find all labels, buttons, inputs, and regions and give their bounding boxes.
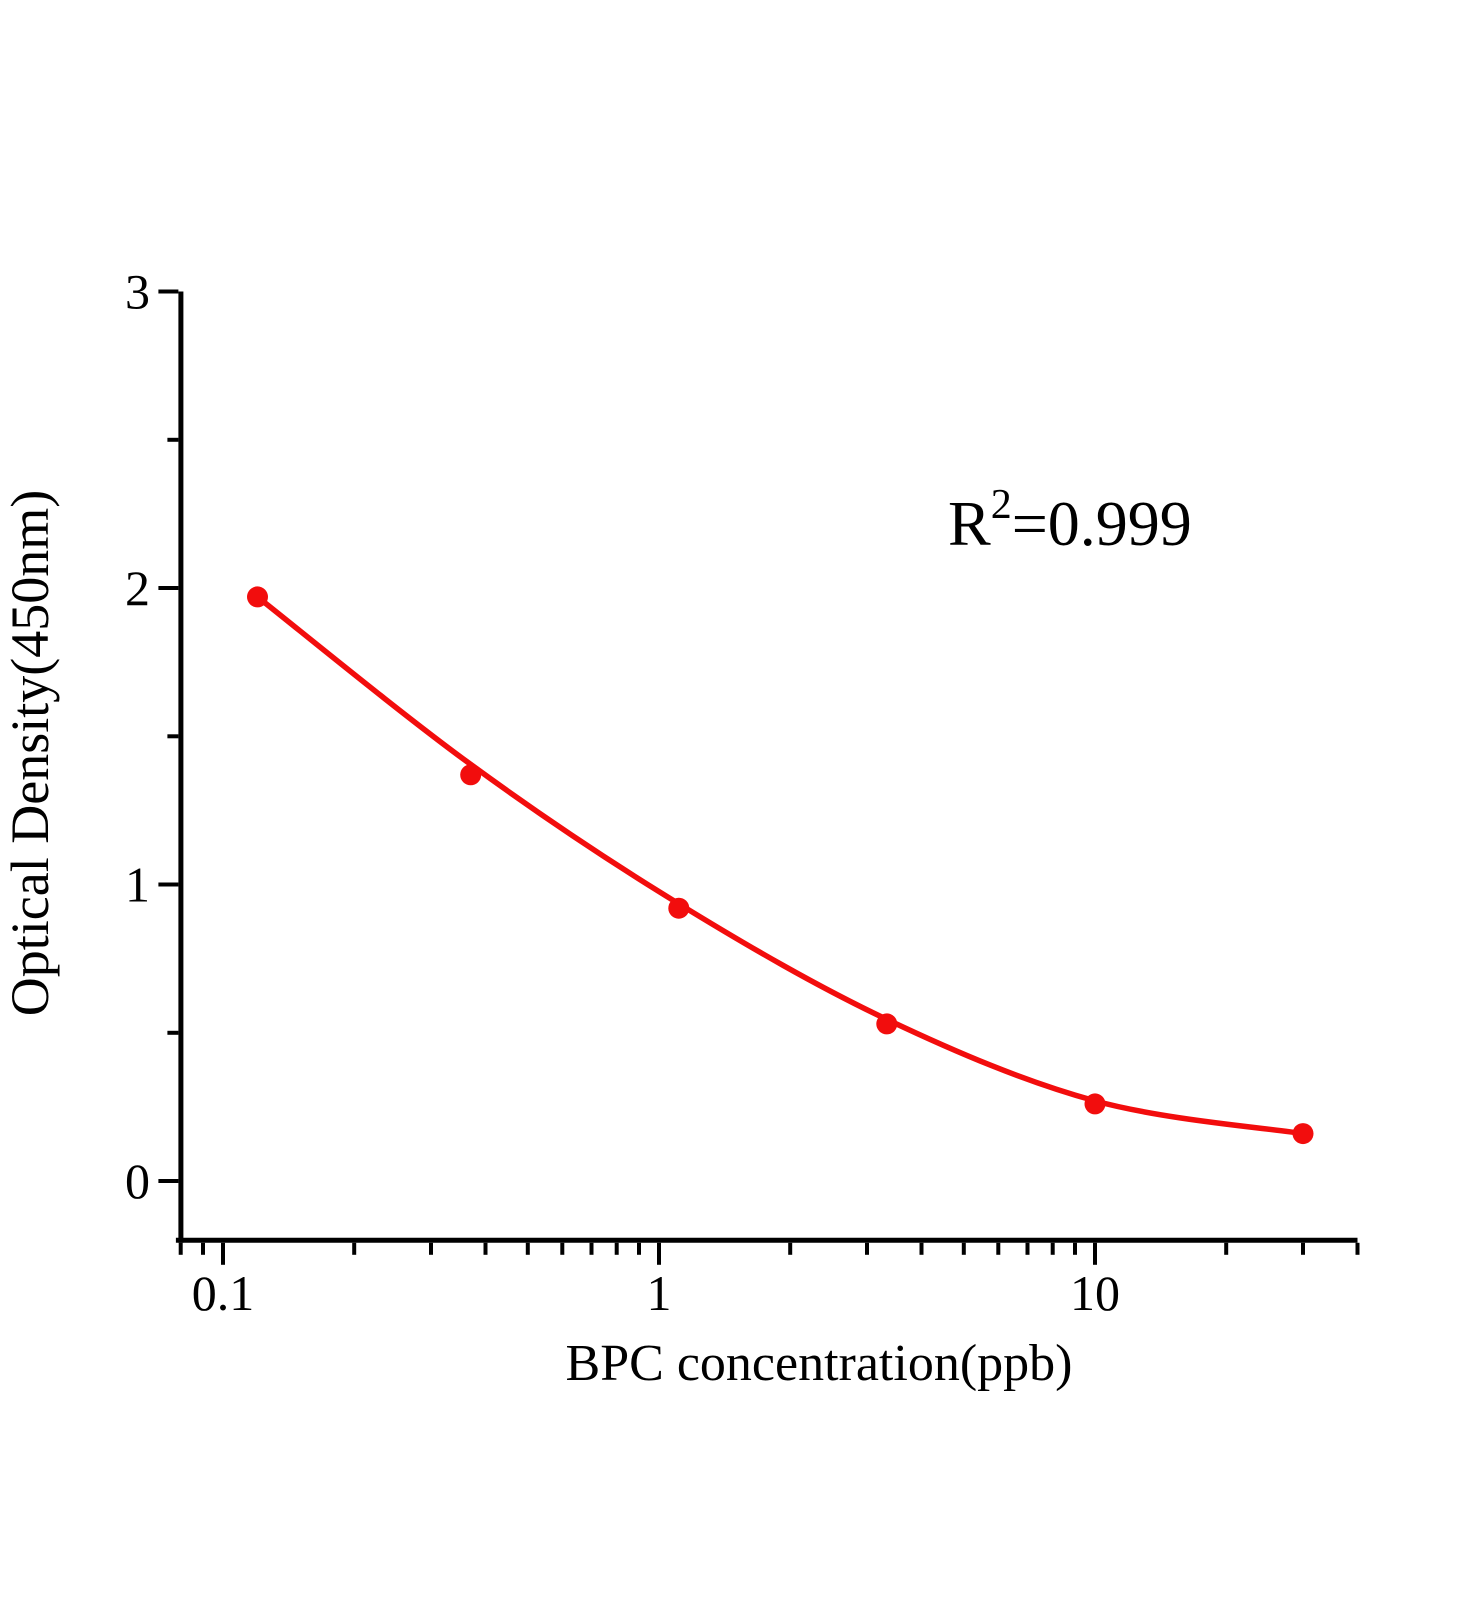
data-point-marker (876, 1013, 898, 1035)
y-tick-label: 3 (125, 264, 150, 320)
r-squared-value: =0.999 (1011, 488, 1192, 559)
x-tick-label: 10 (1070, 1265, 1120, 1321)
fit-curve (254, 594, 1306, 1137)
data-point-marker (1292, 1123, 1314, 1145)
data-point-marker (460, 764, 482, 786)
r-squared-annotation: R2=0.999 (948, 484, 1192, 556)
x-axis-title: BPC concentration(ppb) (565, 1335, 1073, 1392)
data-point-marker (668, 897, 690, 919)
y-tick-label: 0 (125, 1153, 150, 1209)
r-squared-exponent: 2 (990, 482, 1012, 528)
y-tick-label: 1 (125, 857, 150, 913)
data-point-marker (247, 586, 268, 608)
x-tick-label: 0.1 (192, 1265, 255, 1321)
data-point-marker (1084, 1093, 1106, 1115)
y-axis-title: Optical Density(450nm) (0, 489, 60, 1017)
x-tick-label: 1 (647, 1265, 672, 1321)
y-tick-label: 2 (125, 560, 150, 616)
r-squared-base: R (948, 488, 991, 559)
